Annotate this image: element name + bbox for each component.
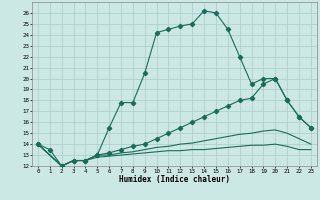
- X-axis label: Humidex (Indice chaleur): Humidex (Indice chaleur): [119, 175, 230, 184]
